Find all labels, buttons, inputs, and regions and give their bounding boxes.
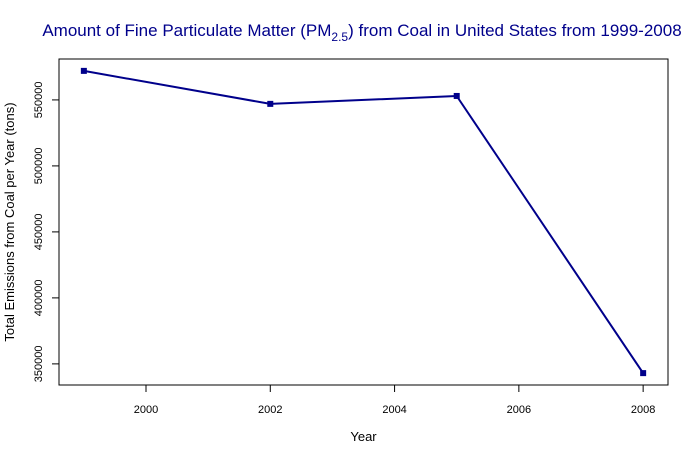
y-tick-label: 450000 (33, 214, 45, 251)
y-tick-label: 350000 (33, 346, 45, 383)
data-point (640, 370, 647, 377)
y-tick-label: 550000 (33, 82, 45, 119)
data-point (267, 100, 274, 107)
x-axis: 2000 2002 2004 2006 2008 (134, 385, 655, 416)
x-tick-label: 2002 (258, 404, 282, 416)
x-tick-label: 2008 (631, 404, 655, 416)
chart-title-prefix: Amount of Fine Particulate Matter (PM (42, 21, 331, 40)
series-layer (80, 67, 647, 377)
x-tick-label: 2004 (382, 404, 406, 416)
x-tick-label: 2000 (134, 404, 158, 416)
x-axis-label: Year (350, 429, 377, 444)
data-point (80, 67, 87, 74)
series-line (83, 69, 644, 374)
chart-title: Amount of Fine Particulate Matter (PM2.5… (42, 21, 681, 44)
data-point (453, 92, 460, 99)
y-tick-label: 400000 (33, 280, 45, 317)
y-axis-label: Total Emissions from Coal per Year (tons… (2, 102, 17, 341)
plot-frame (58, 58, 669, 386)
chart-title-subscript: 2.5 (331, 30, 348, 44)
y-tick-label: 500000 (33, 148, 45, 185)
chart-title-suffix: ) from Coal in United States from 1999-2… (348, 21, 682, 40)
x-tick-label: 2006 (507, 404, 531, 416)
y-axis: 350000 400000 450000 500000 550000 (33, 82, 59, 383)
